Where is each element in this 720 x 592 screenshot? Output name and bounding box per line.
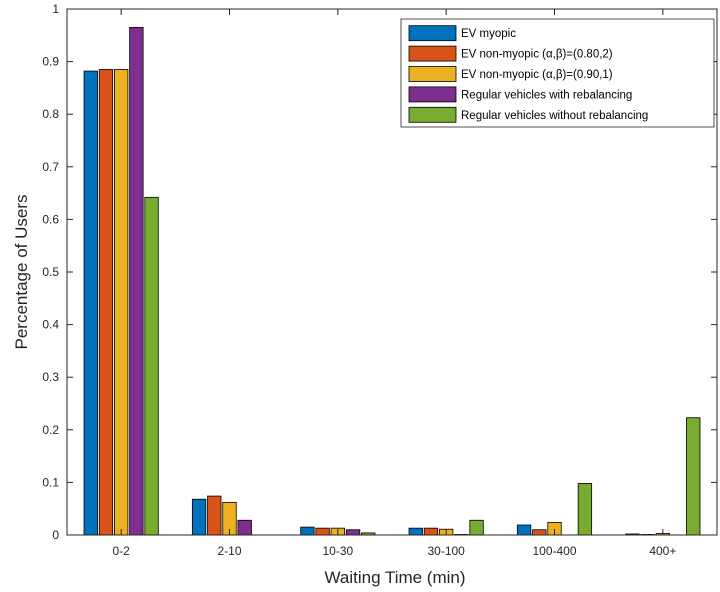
bar [686, 417, 701, 536]
bar [83, 70, 98, 536]
bar [345, 529, 361, 536]
y-tick-label: 0.6 [42, 212, 59, 226]
bar [144, 196, 159, 536]
y-tick-label: 1 [52, 2, 59, 16]
bar [469, 519, 484, 536]
y-tick-label: 0.9 [42, 55, 59, 69]
y-tick-label: 0.3 [42, 370, 59, 384]
bar [114, 69, 129, 536]
bar [423, 527, 439, 536]
y-axis-title: Percentage of Users [12, 195, 31, 350]
x-axis-title: Waiting Time (min) [324, 568, 465, 587]
y-tick-label: 0.5 [42, 265, 59, 279]
x-tick-label: 0-2 [112, 544, 130, 558]
bar [207, 495, 222, 536]
y-tick-label: 0 [52, 528, 59, 542]
bar [408, 527, 423, 536]
bar [516, 524, 532, 536]
legend-label: Regular vehicles without rebalancing [461, 110, 648, 122]
y-tick-label: 0.7 [42, 160, 59, 174]
bar [315, 527, 330, 536]
legend-label: EV non-myopic (α,β)=(0.90,1) [461, 69, 613, 81]
axis-ticks: 0 0.1 0.2 0.3 0.4 0.5 0.6 0.7 0.8 0.9 1 0-2 2-10 10-3… [42, 2, 717, 558]
bar [129, 27, 144, 536]
legend-swatch [408, 66, 457, 82]
legend: EV myopic EV non-myopic (α,β)=(0.80,2) EV … [400, 18, 715, 128]
y-tick-label: 0.2 [42, 423, 59, 437]
legend-swatch [408, 25, 457, 42]
legend-swatch [408, 86, 457, 103]
bar [98, 69, 114, 536]
x-tick-label: 400+ [649, 544, 676, 558]
legend-label: EV myopic [461, 28, 516, 40]
legend-swatch [408, 45, 457, 62]
x-tick-label: 2-10 [217, 544, 241, 558]
bar [577, 483, 593, 536]
legend-label: EV non-myopic (α,β)=(0.80,2) [461, 49, 613, 61]
y-tick-label: 0.8 [42, 107, 59, 121]
bar [191, 498, 207, 536]
bar [300, 526, 315, 536]
bar [532, 529, 547, 536]
x-tick-label: 100-400 [532, 544, 576, 558]
legend-swatch [408, 106, 457, 123]
y-tick-label: 0.4 [42, 318, 59, 332]
y-tick-label: 0.1 [42, 475, 59, 489]
bar [237, 519, 252, 536]
legend-label: Regular vehicles with rebalancing [461, 89, 632, 101]
x-tick-label: 30-100 [427, 544, 465, 558]
x-tick-label: 10-30 [322, 544, 353, 558]
